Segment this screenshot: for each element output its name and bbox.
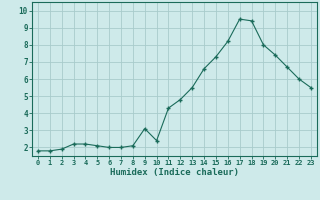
X-axis label: Humidex (Indice chaleur): Humidex (Indice chaleur)	[110, 168, 239, 177]
